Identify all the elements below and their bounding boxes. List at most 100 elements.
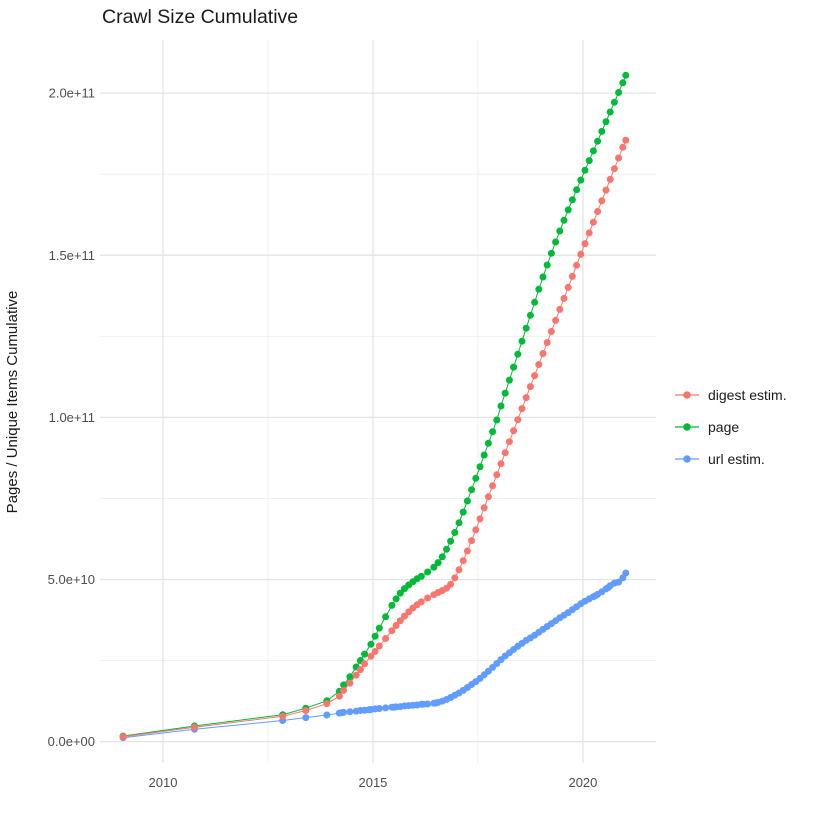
series-url-estim-point — [346, 708, 354, 716]
series-page-point — [514, 350, 522, 358]
series-digest-estim-point — [459, 557, 467, 565]
series-digest-estim-point — [577, 250, 585, 258]
series-digest-estim-point — [581, 240, 589, 248]
legend-key-digest-estim-icon — [675, 391, 699, 399]
legend-label-url-estim: url estim. — [708, 451, 765, 467]
series-page-point — [367, 640, 375, 648]
series-url-estim — [119, 569, 630, 742]
series-digest-estim-point — [323, 700, 331, 708]
series-digest-estim-point — [455, 566, 463, 574]
series-page-point — [510, 363, 518, 371]
series-page-point — [463, 497, 471, 505]
series-page-point — [581, 166, 589, 174]
series-page-point — [361, 650, 369, 658]
series-page-point — [564, 206, 572, 214]
series-page-point — [489, 428, 497, 436]
legend-item-url-estim: url estim. — [674, 443, 787, 475]
series-page-point — [434, 559, 442, 567]
series-digest-estim-point — [514, 416, 522, 424]
series-url-estim-point — [382, 704, 390, 712]
series-page-point — [424, 568, 432, 576]
series-page-point — [480, 451, 488, 459]
legend-item-page: page — [674, 411, 787, 443]
series-page-point — [371, 632, 379, 640]
series-url-estim-point — [424, 700, 432, 708]
gridlines-minor — [100, 40, 656, 763]
y-tick-label: 2.0e+11 — [49, 86, 95, 101]
series-digest-estim-point — [585, 229, 593, 237]
series-url-estim-point — [302, 714, 310, 722]
series-digest-estim-point — [615, 154, 623, 162]
series-digest-estim-point — [552, 316, 560, 324]
series-digest-estim-point — [493, 471, 501, 479]
series-digest-estim-point — [463, 547, 471, 555]
series-page-point — [382, 613, 390, 621]
series-page-point — [451, 529, 459, 536]
y-tick-label: 1.5e+11 — [49, 248, 95, 263]
series-digest-estim-point — [468, 537, 476, 545]
series-digest-estim-point — [451, 574, 459, 582]
series-page-point — [459, 508, 467, 516]
series-digest-estim-point — [573, 261, 581, 269]
series-digest-estim-point — [191, 723, 198, 731]
series-page-point — [602, 118, 610, 126]
series-page-point — [560, 216, 568, 224]
series-url-estim-line — [123, 572, 627, 739]
series-page-point — [455, 519, 463, 527]
series-digest-estim-point — [388, 627, 396, 635]
series-digest-estim-point — [371, 648, 379, 655]
series-digest-estim-point — [526, 383, 534, 391]
series-url-estim-point — [340, 708, 348, 716]
series-digest-estim-point — [417, 598, 425, 606]
chart-title: Crawl Size Cumulative — [102, 6, 299, 28]
series-page-point — [568, 196, 576, 204]
series-digest-estim — [119, 136, 630, 741]
series-digest-estim-point — [556, 305, 564, 313]
series-url-estim-point — [622, 569, 630, 577]
series-digest-estim-point — [472, 526, 480, 534]
series-digest-estim-point — [598, 197, 606, 205]
series-page-point — [501, 389, 509, 397]
series-page-point — [573, 186, 581, 194]
legend-label-digest-estim: digest estim. — [708, 387, 787, 403]
series-digest-estim-point — [543, 339, 551, 346]
series-digest-estim-point — [560, 294, 568, 302]
series-page-point — [438, 553, 446, 561]
series-digest-estim-point — [497, 460, 505, 468]
series-digest-estim-point — [447, 580, 455, 588]
series-digest-estim-point — [340, 686, 348, 694]
series-digest-estim-point — [622, 136, 630, 144]
series-digest-estim-point — [602, 186, 610, 194]
series-page-point — [589, 147, 597, 155]
series-digest-estim-point — [535, 361, 543, 368]
series-page-point — [476, 463, 484, 471]
gridlines-major — [100, 40, 656, 763]
series-page-point — [526, 311, 534, 319]
series-digest-estim-point — [424, 594, 432, 602]
series-digest-estim-point — [594, 208, 602, 215]
y-tick-label: 0.0e+00 — [48, 734, 95, 749]
series-digest-estim-point — [356, 666, 364, 674]
legend-key-page-icon — [675, 423, 699, 431]
series-digest-estim-point — [589, 218, 597, 226]
series-digest-estim-point — [505, 438, 513, 446]
legend-item-digest-estim: digest estim. — [674, 379, 787, 411]
series-digest-estim-point — [610, 165, 618, 173]
series-page-point — [417, 572, 425, 580]
series-page-point — [610, 98, 618, 106]
legend-label-page: page — [708, 419, 740, 435]
series-digest-estim-point — [392, 622, 400, 629]
series-page-point — [556, 227, 564, 235]
series-digest-estim-point — [484, 493, 492, 501]
series-page — [119, 71, 630, 740]
series-digest-estim-point — [382, 635, 390, 642]
series-page-point — [552, 238, 560, 246]
series-page-point — [447, 537, 455, 545]
legend-key-dot — [683, 391, 691, 399]
series-digest-estim-point — [361, 660, 369, 668]
series-page-point — [396, 589, 404, 597]
series-digest-estim-point — [367, 652, 375, 660]
series-page-point — [346, 673, 354, 681]
y-tick-label: 5.0e+10 — [48, 572, 95, 587]
